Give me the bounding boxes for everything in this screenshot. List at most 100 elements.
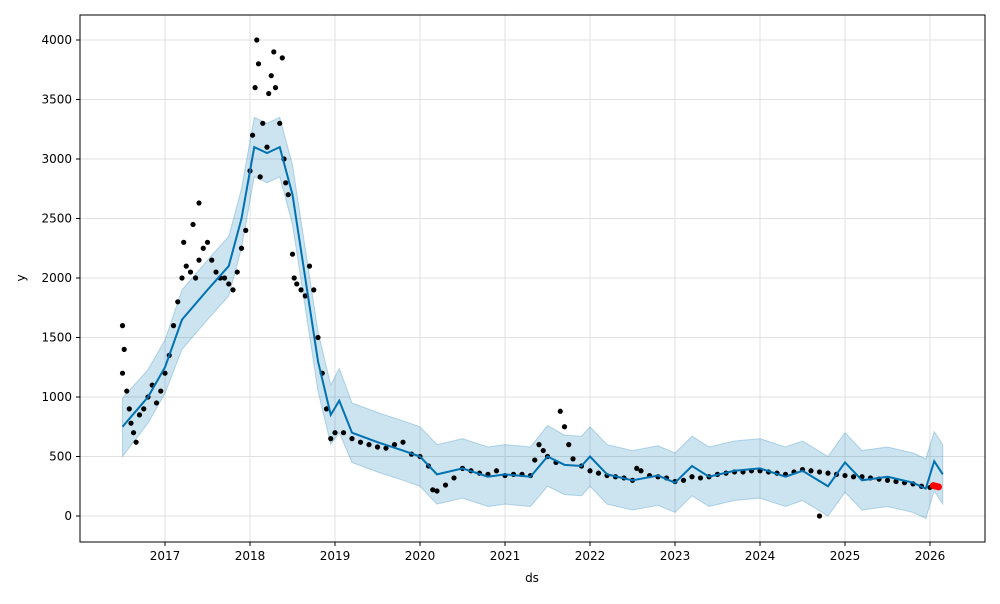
forecast-line — [121, 145, 944, 491]
observed-point — [158, 388, 164, 394]
observed-point — [266, 90, 272, 97]
y-tick-label: 3000 — [41, 152, 72, 166]
observed-point — [121, 346, 127, 352]
observed-point — [430, 487, 436, 493]
observed-point — [391, 442, 398, 448]
x-tick-label: 2024 — [745, 549, 776, 563]
observed-point — [279, 55, 285, 61]
observed-point — [153, 400, 160, 406]
observed-point — [272, 85, 279, 91]
observed-point — [238, 245, 245, 251]
observed-point — [340, 430, 347, 436]
observed-point — [285, 192, 291, 198]
highlighted-point — [935, 483, 942, 491]
observed-point — [124, 388, 130, 394]
x-tick-label: 2017 — [150, 549, 181, 563]
observed-point — [196, 200, 202, 206]
observed-point — [634, 465, 640, 471]
observed-point — [442, 482, 449, 488]
observed-point — [311, 287, 317, 293]
observed-point — [187, 269, 194, 275]
observed-point — [257, 174, 263, 180]
observed-point — [587, 468, 593, 474]
observed-point — [332, 430, 338, 436]
observed-point — [561, 424, 568, 430]
observed-point — [689, 474, 695, 480]
observed-point — [595, 470, 602, 476]
observed-point — [179, 275, 185, 281]
y-tick-label: 1000 — [41, 390, 72, 404]
observed-point — [221, 275, 228, 281]
observed-point — [181, 239, 187, 245]
observed-point — [183, 263, 189, 269]
observed-point — [226, 281, 232, 287]
observed-point — [680, 477, 687, 483]
observed-point — [302, 293, 308, 299]
observed-point — [190, 221, 196, 228]
observed-point — [243, 227, 249, 233]
observed-point — [540, 447, 546, 454]
observed-point — [842, 472, 848, 479]
observed-point — [130, 430, 137, 436]
observed-point — [808, 468, 814, 474]
x-tick-label: 2025 — [830, 549, 861, 563]
observed-point — [193, 275, 199, 281]
x-tick-label: 2019 — [320, 549, 351, 563]
observed-point — [200, 245, 206, 251]
observed-point — [234, 269, 240, 275]
observed-point — [119, 323, 126, 329]
y-tick-label: 500 — [49, 450, 72, 464]
observed-point — [254, 37, 260, 43]
x-tick-label: 2026 — [915, 549, 946, 563]
observed-point — [255, 61, 262, 67]
observed-point — [294, 281, 300, 287]
observed-point — [566, 442, 572, 448]
observed-point — [323, 406, 330, 412]
observed-point — [175, 299, 181, 305]
observed-point — [283, 180, 289, 186]
y-tick-label: 3500 — [41, 93, 72, 107]
highlighted-points — [929, 482, 942, 491]
observed-point — [249, 132, 256, 138]
observed-point — [141, 406, 147, 412]
observed-point — [570, 456, 576, 462]
observed-point — [532, 457, 538, 463]
x-tick-label: 2020 — [405, 549, 436, 563]
observed-point — [557, 408, 563, 414]
observed-point — [230, 287, 236, 293]
x-tick-label: 2023 — [660, 549, 691, 563]
axis-ticks: 2017 2018 2019 2020 2021 2022 2023 2024 2025 2026… — [41, 33, 945, 563]
observed-point — [536, 442, 542, 448]
observed-point — [383, 445, 389, 451]
uncertainty-band — [122, 116, 944, 520]
y-tick-label: 4000 — [41, 33, 72, 47]
observed-point — [277, 120, 283, 126]
observed-point — [884, 477, 891, 483]
observed-point — [816, 513, 823, 519]
observed-point — [357, 439, 364, 445]
observed-point — [315, 334, 321, 341]
observed-point — [638, 468, 644, 474]
observed-point — [162, 370, 168, 376]
observed-point — [825, 470, 831, 476]
observed-point — [128, 420, 134, 426]
observed-point — [264, 144, 270, 150]
observed-point — [252, 85, 258, 91]
observed-point — [493, 468, 500, 474]
observed-point — [697, 475, 704, 481]
observed-point — [893, 478, 899, 485]
observed-point — [213, 269, 219, 275]
observed-point — [816, 469, 823, 475]
observed-point — [349, 436, 355, 442]
observed-point — [271, 49, 277, 55]
x-tick-label: 2021 — [490, 549, 521, 563]
observed-point — [298, 287, 304, 293]
observed-point — [366, 442, 372, 448]
observed-point — [133, 439, 139, 445]
y-axis-label: y — [14, 274, 28, 281]
observed-point — [260, 120, 266, 126]
x-axis-label: ds — [525, 571, 539, 585]
observed-point — [289, 251, 296, 257]
